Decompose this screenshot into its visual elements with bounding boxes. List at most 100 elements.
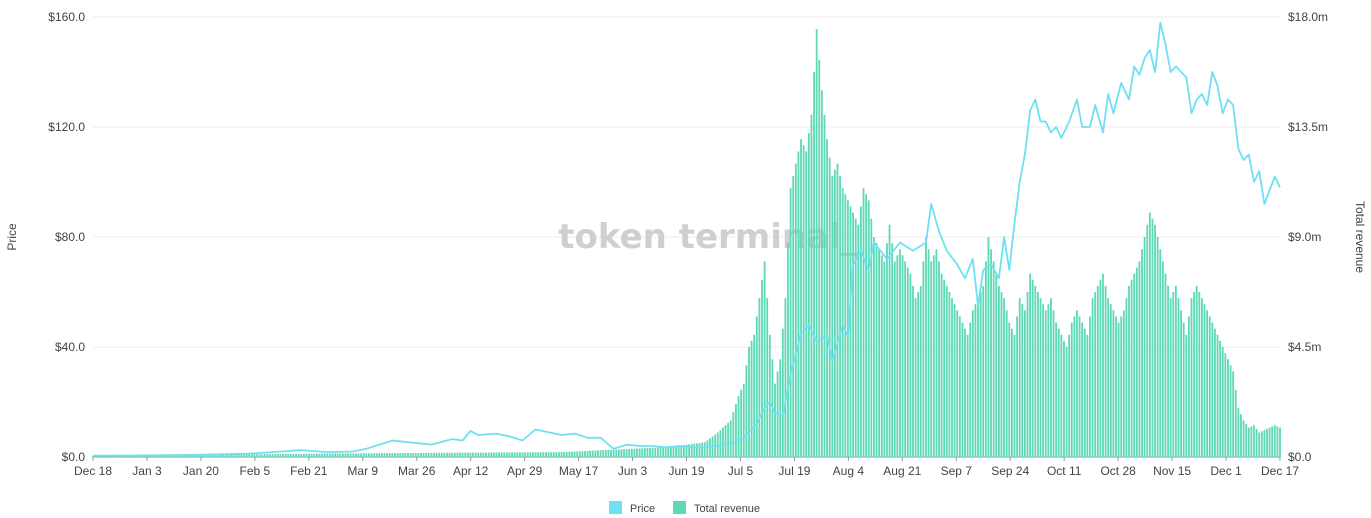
revenue-bar (310, 453, 313, 457)
revenue-bar (479, 452, 482, 457)
revenue-bar (563, 451, 566, 457)
revenue-bar (857, 224, 860, 457)
revenue-bar (984, 261, 987, 457)
revenue-bar (560, 452, 563, 457)
revenue-bar (862, 188, 865, 457)
x-tick-label: Dec 18 (74, 464, 112, 478)
revenue-bar (732, 412, 735, 457)
revenue-bar (1133, 273, 1136, 457)
revenue-bar (201, 454, 204, 457)
revenue-bar (315, 453, 318, 457)
revenue-bar (659, 447, 662, 457)
revenue-bar (688, 444, 691, 457)
revenue-bar (1044, 310, 1047, 457)
revenue-bar (347, 453, 350, 457)
revenue-bar (638, 448, 641, 457)
revenue-bar (607, 449, 610, 457)
revenue-bar (284, 453, 287, 457)
revenue-bar (539, 452, 542, 457)
x-tick-label: Mar 9 (347, 464, 378, 478)
revenue-bar (722, 427, 724, 457)
revenue-bar (818, 59, 821, 458)
revenue-bar (630, 448, 633, 457)
revenue-bar (1250, 426, 1253, 457)
revenue-bar (727, 422, 730, 457)
revenue-bar (211, 454, 214, 457)
revenue-bar (1211, 322, 1214, 457)
watermark-text: token terminal_ (558, 217, 857, 257)
revenue-bar (680, 445, 683, 457)
revenue-bar (1130, 279, 1133, 457)
revenue-bar (932, 255, 935, 457)
revenue-bar (1200, 298, 1203, 457)
revenue-bar (321, 453, 323, 457)
revenue-bar (758, 298, 761, 457)
revenue-bar (412, 452, 415, 457)
revenue-bar (526, 452, 529, 457)
revenue-bar (1026, 292, 1029, 457)
revenue-bar (274, 454, 277, 457)
revenue-bar (584, 451, 586, 457)
revenue-bar (1102, 273, 1104, 457)
revenue-bar (529, 452, 532, 457)
revenue-bar (1203, 304, 1206, 457)
revenue-bar (883, 261, 886, 457)
revenue-bar (344, 453, 347, 457)
revenue-bar (1065, 347, 1068, 457)
revenue-bar (464, 452, 467, 457)
revenue-bar (240, 454, 243, 457)
revenue-bar (1073, 316, 1076, 457)
revenue-bar (1240, 414, 1242, 457)
revenue-bar (925, 237, 927, 457)
revenue-bar (365, 453, 368, 457)
revenue-bar (997, 285, 1000, 457)
revenue-bar (1182, 322, 1185, 457)
revenue-bar (349, 453, 352, 457)
revenue-bar (1141, 249, 1143, 457)
revenue-bar (508, 452, 511, 457)
revenue-bar (956, 310, 959, 457)
revenue-bar (495, 452, 498, 457)
revenue-bar (360, 453, 363, 457)
revenue-bar (534, 452, 537, 457)
revenue-bar (1086, 334, 1089, 457)
revenue-bar (167, 455, 170, 457)
revenue-bar (474, 452, 477, 457)
revenue-bar (542, 452, 545, 457)
revenue-bar (1034, 285, 1037, 457)
revenue-bar (1138, 261, 1141, 457)
revenue-bar (1096, 285, 1099, 457)
revenue-bar (836, 163, 839, 457)
revenue-bar (740, 389, 743, 457)
revenue-bar (524, 452, 527, 457)
revenue-bar (844, 194, 847, 457)
revenue-bar (594, 450, 597, 457)
revenue-bar (204, 454, 206, 457)
x-tick-label: Jun 3 (618, 464, 648, 478)
revenue-bar (693, 443, 696, 457)
revenue-bar (401, 453, 404, 457)
revenue-bar (558, 452, 560, 457)
revenue-bar (1279, 427, 1281, 457)
revenue-bar (620, 449, 623, 457)
revenue-bar (909, 273, 912, 457)
revenue-bar (232, 454, 235, 457)
revenue-bar (810, 114, 813, 458)
revenue-bar (943, 279, 946, 457)
revenue-bar (1151, 218, 1154, 457)
x-tick-label: Jun 19 (668, 464, 704, 478)
revenue-bar (1081, 322, 1084, 457)
revenue-bar (675, 445, 677, 457)
revenue-bar (568, 451, 571, 457)
revenue-bar (461, 452, 464, 457)
revenue-bar (745, 365, 748, 457)
revenue-bar (1177, 298, 1180, 457)
revenue-bar (672, 446, 675, 457)
revenue-bar (381, 453, 383, 457)
x-tick-label: Sep 24 (991, 464, 1029, 478)
revenue-bar (729, 420, 732, 457)
x-tick-label: Mar 26 (398, 464, 436, 478)
revenue-bar (1055, 322, 1058, 457)
revenue-bar (279, 454, 282, 457)
